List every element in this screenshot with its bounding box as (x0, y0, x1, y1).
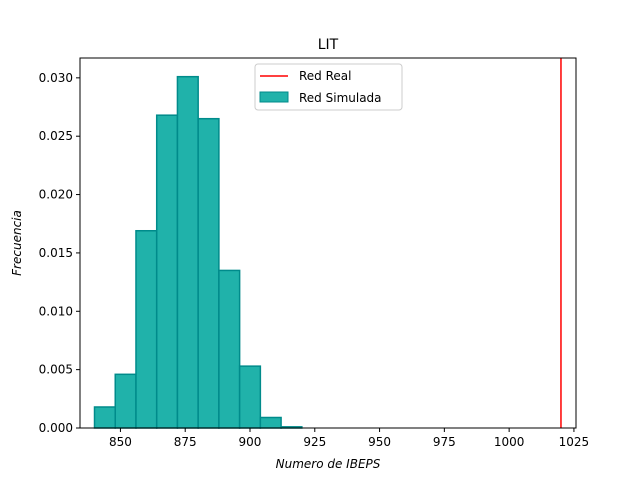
histogram-bars (93, 75, 303, 429)
y-tick-label: 0.005 (39, 363, 73, 377)
y-tick-label: 0.020 (39, 188, 73, 202)
y-tick-label: 0.025 (39, 129, 73, 143)
y-tick-label: 0.000 (39, 421, 73, 435)
histogram-bar (238, 365, 262, 429)
y-tick-label: 0.030 (39, 71, 73, 85)
chart-title: LIT (318, 37, 339, 53)
y-tick-label: 0.010 (39, 304, 73, 318)
x-tick-label: 950 (368, 435, 391, 449)
x-tick-label: 875 (174, 435, 197, 449)
legend: Red Real Red Simulada (254, 63, 403, 111)
plot-frame (79, 57, 577, 429)
legend-label-red-simulada: Red Simulada (299, 91, 382, 105)
legend-label-red-real: Red Real (299, 69, 351, 83)
x-axis-ticks: 850 875 900 925 950 975 1000 1025 (109, 428, 589, 449)
x-tick-label: 1025 (559, 435, 590, 449)
y-axis-label: Frecuencia (10, 210, 24, 276)
histogram-bar (176, 75, 199, 429)
legend-box (254, 63, 403, 111)
legend-swatch-red-simulada (259, 91, 289, 103)
histogram-bar (93, 406, 116, 429)
histogram-bar (155, 114, 179, 429)
x-tick-label: 1000 (494, 435, 525, 449)
y-axis-ticks: 0.000 0.005 0.010 0.015 0.020 0.025 0.030 (39, 71, 80, 435)
x-tick-label: 925 (303, 435, 326, 449)
x-axis-label: Numero de IBEPS (276, 457, 381, 471)
x-tick-label: 975 (433, 435, 456, 449)
histogram-bar (135, 229, 158, 429)
histogram-bar (218, 269, 241, 429)
histogram-bar (197, 117, 220, 429)
y-tick-label: 0.015 (39, 246, 73, 260)
x-tick-label: 850 (109, 435, 132, 449)
x-tick-label: 900 (239, 435, 262, 449)
histogram-bar (259, 416, 282, 429)
histogram-bar (114, 373, 137, 429)
